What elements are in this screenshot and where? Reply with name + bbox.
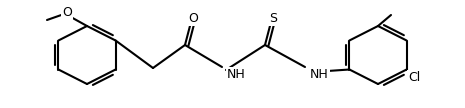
Text: Cl: Cl (408, 71, 421, 84)
Text: NH: NH (310, 68, 329, 82)
Text: O: O (62, 6, 72, 20)
Text: S: S (269, 11, 277, 25)
Text: O: O (188, 11, 198, 25)
Text: NH: NH (227, 68, 246, 82)
